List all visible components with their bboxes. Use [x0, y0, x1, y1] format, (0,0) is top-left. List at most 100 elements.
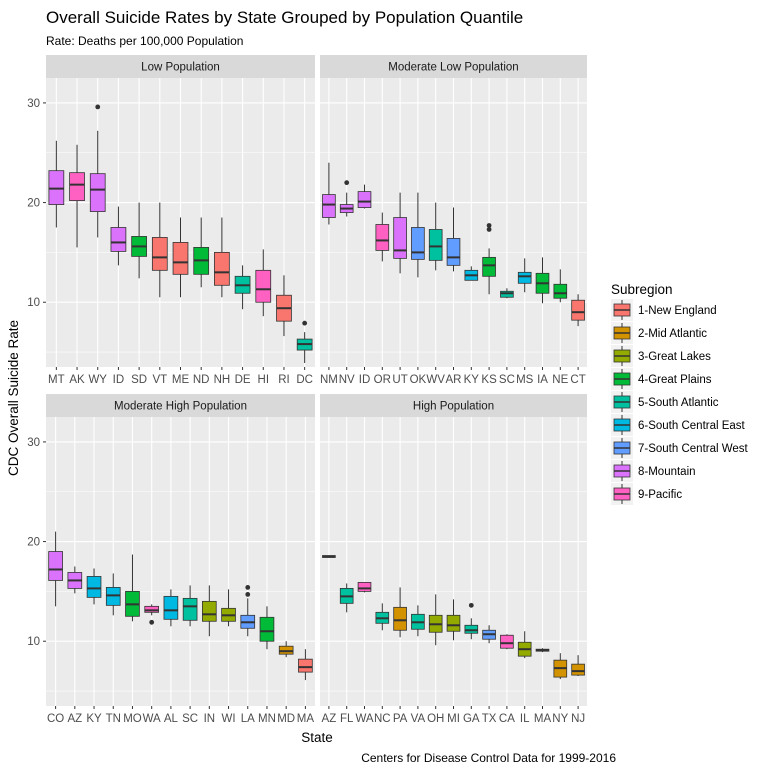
legend-label: 8-Mountain [638, 466, 696, 478]
box-iqr [375, 224, 390, 251]
x-tick-label: MN [258, 713, 276, 725]
box-me [172, 217, 189, 298]
box-wa [357, 582, 372, 593]
box-ut [393, 192, 407, 274]
box-id [357, 184, 372, 209]
box-iqr [571, 299, 585, 321]
outlier-point [486, 223, 492, 228]
box-ak [69, 144, 85, 248]
x-tick-label: MT [48, 374, 65, 386]
x-tick-label: NV [339, 374, 355, 386]
box-iqr [446, 614, 461, 632]
legend: Subregion 1-New England 2-Mid Atlantic 3-G… [611, 282, 749, 505]
x-tick-label: MA [297, 713, 315, 725]
legend-title: Subregion [611, 282, 673, 297]
box-ia [535, 257, 550, 304]
box-iqr [69, 172, 85, 201]
legend-label: 3-Great Lakes [638, 351, 711, 363]
box-iqr [259, 616, 275, 642]
box-wv [428, 202, 443, 271]
box-iqr [411, 227, 425, 260]
box-sd [131, 202, 147, 279]
facet-panel: Moderate High Population 10 20 30 CO AZ KY TN MO… [27, 394, 315, 725]
box-iqr [214, 251, 230, 286]
box-la [240, 585, 256, 637]
x-tick-label: TX [482, 713, 497, 725]
box-mn [259, 606, 275, 650]
x-tick-label: WV [426, 374, 445, 386]
box-iqr [357, 191, 372, 208]
x-tick-label: UT [392, 374, 407, 386]
x-tick-label: NC [374, 713, 391, 725]
facet-strip [320, 394, 587, 417]
legend-label: 5-South Atlantic [638, 397, 719, 409]
outlier-point [468, 602, 474, 608]
x-tick-label: MD [277, 713, 295, 725]
box-or [375, 212, 390, 262]
y-tick-label: 30 [27, 98, 40, 110]
x-tick-label: OR [374, 374, 391, 386]
legend-items: 1-New England 2-Mid Atlantic 3-Great Lakes… [611, 299, 749, 505]
x-tick-label: AL [164, 713, 179, 725]
box-iqr [89, 173, 106, 212]
x-tick-label: AZ [67, 713, 82, 725]
box-iqr [500, 634, 514, 649]
x-tick-label: DC [296, 374, 313, 386]
box-ar [446, 207, 461, 272]
legend-item: 4-Great Plains [611, 368, 712, 390]
legend-item: 2-Mid Atlantic [611, 322, 707, 344]
box-mt [48, 140, 65, 228]
box-ga [464, 602, 479, 640]
box-iqr [446, 238, 461, 266]
box-iqr [182, 597, 198, 621]
x-tick-label: KS [481, 374, 497, 386]
box-al [163, 589, 179, 627]
facet-strip [46, 55, 315, 78]
facet-strip-label: High Population [413, 401, 494, 413]
x-tick-label: IL [520, 713, 530, 725]
box-fl [339, 583, 354, 613]
legend-label: 6-South Central East [638, 420, 746, 432]
outlier-point [486, 227, 492, 232]
box-ct [571, 294, 585, 327]
box-iqr [298, 658, 313, 673]
x-tick-label: WA [143, 713, 161, 725]
x-tick-label: CA [499, 713, 515, 725]
x-tick-label: IA [537, 374, 548, 386]
legend-label: 7-South Central West [638, 443, 749, 455]
outlier-point [245, 591, 251, 597]
chart-title: Overall Suicide Rates by State Grouped b… [46, 8, 523, 27]
x-tick-label: NJ [571, 713, 585, 725]
box-nd [193, 217, 210, 288]
box-vt [151, 202, 168, 298]
y-tick-label: 30 [27, 437, 40, 449]
box-ky [86, 568, 102, 605]
x-tick-label: AZ [322, 713, 337, 725]
box-wy [89, 104, 106, 238]
box-iqr [151, 237, 168, 271]
chart-subtitle: Rate: Deaths per 100,000 Population [46, 34, 243, 48]
x-tick-label: ID [113, 374, 125, 386]
legend-label: 9-Pacific [638, 489, 682, 501]
x-tick-label: SC [182, 713, 198, 725]
outlier-point [95, 104, 101, 110]
legend-label: 1-New England [638, 305, 717, 317]
x-tick-label: HI [258, 374, 270, 386]
x-tick-label: ID [359, 374, 371, 386]
box-iqr [393, 217, 407, 259]
box-id [110, 206, 127, 266]
box-nh [214, 217, 230, 298]
box-iqr [322, 194, 336, 218]
box-iqr [163, 595, 179, 620]
x-axis-title: State [301, 730, 333, 745]
legend-item: 3-Great Lakes [611, 345, 711, 367]
box-ks [482, 223, 496, 295]
x-tick-label: MS [516, 374, 534, 386]
x-tick-label: OK [410, 374, 427, 386]
box-sc [500, 288, 514, 299]
legend-item: 8-Mountain [611, 460, 696, 482]
box-iqr [202, 600, 217, 622]
x-tick-label: WI [222, 713, 236, 725]
x-tick-label: GA [463, 713, 480, 725]
